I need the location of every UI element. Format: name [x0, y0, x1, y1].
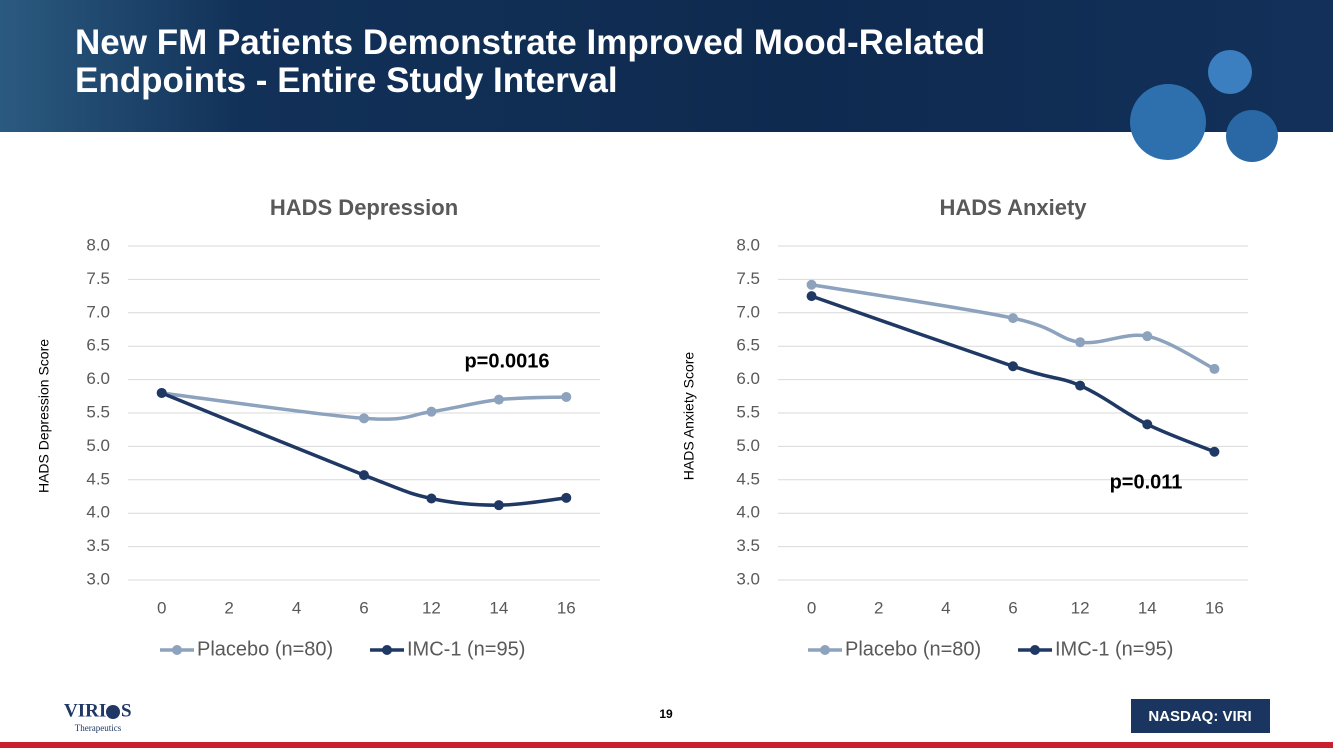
logo-subtitle: Therapeutics — [75, 723, 122, 733]
y-tick-label: 4.5 — [736, 469, 760, 488]
y-tick-label: 5.0 — [86, 436, 110, 455]
data-point — [806, 291, 817, 302]
x-tick-label: 2 — [874, 598, 883, 617]
legend-label: Placebo (n=80) — [197, 638, 333, 660]
y-tick-label: 8.0 — [86, 235, 110, 254]
y-tick-label: 7.5 — [736, 269, 760, 288]
legend-label: IMC-1 (n=95) — [407, 638, 525, 660]
data-point — [426, 493, 437, 504]
y-axis-label: HADS Anxiety Score — [681, 352, 697, 481]
virus-decoration — [1130, 50, 1278, 162]
ticker: NASDAQ: VIRI — [1148, 708, 1251, 725]
x-tick-label: 4 — [941, 598, 950, 617]
y-tick-label: 5.5 — [86, 402, 110, 421]
y-tick-label: 6.0 — [86, 369, 110, 388]
chart-title: HADS Anxiety — [939, 195, 1087, 220]
y-tick-label: 7.0 — [86, 302, 110, 321]
annotation: p=0.011 — [1110, 471, 1183, 493]
slide-title: New FM Patients Demonstrate Improved Moo… — [75, 23, 986, 100]
data-point — [493, 500, 504, 511]
y-tick-label: 4.0 — [86, 503, 110, 522]
x-tick-label: 0 — [157, 598, 166, 617]
data-point — [493, 394, 504, 405]
series-line — [810, 294, 1216, 454]
x-tick-label: 6 — [1008, 598, 1017, 617]
legend-label: Placebo (n=80) — [845, 638, 981, 660]
y-tick-label: 3.5 — [86, 536, 110, 555]
logo-right: S — [121, 700, 132, 721]
data-point — [426, 406, 437, 417]
x-tick-label: 12 — [1071, 598, 1090, 617]
data-point — [1142, 419, 1153, 430]
data-point — [1209, 446, 1220, 457]
y-tick-label: 4.0 — [736, 503, 760, 522]
legend-label: IMC-1 (n=95) — [1055, 638, 1173, 660]
y-tick-label: 6.5 — [86, 336, 110, 355]
ticker-box — [1131, 699, 1270, 733]
series-line — [811, 283, 1216, 371]
y-tick-label: 6.0 — [736, 369, 760, 388]
y-tick-label: 8.0 — [736, 235, 760, 254]
x-tick-label: 14 — [489, 598, 508, 617]
y-tick-label: 4.5 — [86, 469, 110, 488]
data-point — [1075, 337, 1086, 348]
data-point — [806, 279, 817, 290]
data-point — [1142, 331, 1153, 342]
x-tick-label: 0 — [807, 598, 816, 617]
y-tick-label: 6.5 — [736, 336, 760, 355]
logo-left: VIRI — [64, 700, 106, 721]
y-axis-label: HADS Depression Score — [36, 339, 52, 493]
data-point — [561, 492, 572, 503]
data-point — [156, 387, 167, 398]
x-tick-label: 16 — [1205, 598, 1224, 617]
x-tick-label: 14 — [1138, 598, 1157, 617]
legend-marker — [382, 645, 392, 655]
x-tick-label: 16 — [557, 598, 576, 617]
x-tick-label: 12 — [422, 598, 441, 617]
y-tick-label: 3.5 — [736, 536, 760, 555]
annotation: p=0.0016 — [464, 350, 549, 372]
data-point — [359, 470, 369, 481]
x-tick-label: 2 — [224, 598, 233, 617]
data-point — [1008, 361, 1018, 372]
legend-marker — [172, 645, 182, 655]
y-tick-label: 3.0 — [86, 569, 110, 588]
data-point — [1075, 380, 1086, 391]
data-point — [359, 413, 369, 424]
data-point — [1209, 363, 1220, 374]
y-tick-label: 3.0 — [736, 569, 760, 588]
y-tick-label: 7.5 — [86, 269, 110, 288]
series-line — [161, 391, 567, 421]
header-band: New FM Patients Demonstrate Improved Moo… — [0, 0, 1333, 132]
page-number: 19 — [659, 707, 673, 721]
legend-marker — [1030, 645, 1040, 655]
x-tick-label: 6 — [359, 598, 368, 617]
x-tick-label: 4 — [292, 598, 301, 617]
series-line — [161, 391, 567, 507]
data-point — [1008, 313, 1018, 324]
y-tick-label: 7.0 — [736, 302, 760, 321]
y-tick-label: 5.0 — [736, 436, 760, 455]
data-point — [561, 391, 572, 402]
logo-icon — [106, 705, 120, 719]
legend-marker — [820, 645, 830, 655]
y-tick-label: 5.5 — [736, 402, 760, 421]
chart-title: HADS Depression — [270, 195, 458, 220]
